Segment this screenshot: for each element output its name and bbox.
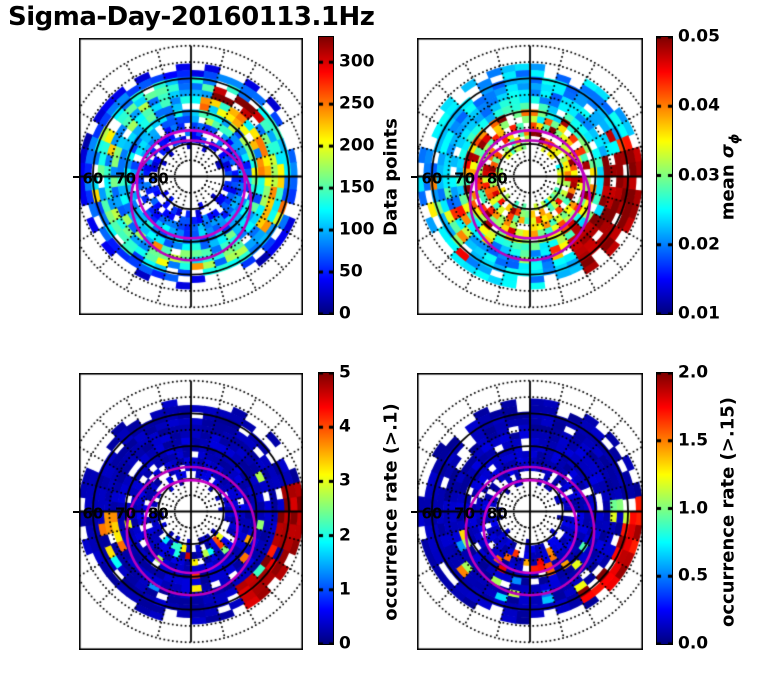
lat-ring-label: 70: [115, 169, 137, 187]
lat-ring-label: 70: [454, 504, 476, 522]
colorbar-occurrence-rate-gt-0p1: [318, 372, 334, 645]
colorbar-tick-label: 50: [339, 261, 363, 282]
colorbar-tick-label: 0.5: [678, 565, 709, 586]
colorbar-tick-label: 0.01: [678, 303, 720, 324]
colorbar-data-points: [318, 36, 334, 315]
colorbar-tick-label: 300: [339, 51, 375, 72]
colorbar-tick-label: 0: [339, 633, 351, 654]
colorbar-tick-label: 250: [339, 93, 375, 114]
axis-tick-left: [73, 175, 79, 178]
colorbar-mean-sigma-phi: [656, 36, 673, 315]
colorbar-tick-label: 0.05: [678, 26, 720, 47]
polar-plot-data-points: [79, 38, 303, 315]
lat-ring-label: 70: [115, 504, 137, 522]
axis-tick-left: [73, 510, 79, 513]
lat-ring-label: 60: [82, 504, 104, 522]
colorbar-occurrence-rate-gt-0p15: [656, 372, 673, 645]
colorbar-tick-label: 1: [339, 579, 351, 600]
polar-plot-occurrence-rate-gt-0p15: [417, 373, 643, 650]
colorbar-label-mean-sigma-phi: mean σϕ: [717, 133, 743, 220]
colorbar-tick-label: 5: [339, 362, 351, 383]
colorbar-tick-label: 4: [339, 416, 351, 437]
colorbar-tick-label: 0: [339, 303, 351, 324]
colorbar-tick-label: 2: [339, 525, 351, 546]
colorbar-label-data-points: Data points: [380, 117, 402, 236]
lat-ring-label: 60: [421, 169, 443, 187]
polar-plot-mean-sigma-phi: [417, 38, 643, 315]
axis-tick-left: [411, 175, 417, 178]
colorbar-tick-label: 150: [339, 177, 375, 198]
lat-ring-label: 60: [82, 169, 104, 187]
colorbar-tick-label: 100: [339, 219, 375, 240]
colorbar-tick-label: 1.0: [678, 498, 709, 518]
colorbar-tick-label: 0.04: [678, 95, 720, 116]
lat-ring-label: 80: [486, 504, 508, 522]
lat-ring-label: 60: [421, 504, 443, 522]
lat-ring-label: 70: [454, 169, 476, 187]
colorbar-label-occurrence-rate-gt-0p1: occurrence rate (>.1): [380, 402, 402, 621]
colorbar-label-occurrence-rate-gt-0p15: occurrence rate (>.15): [717, 396, 739, 627]
colorbar-tick-label: 2.0: [678, 362, 709, 383]
lat-ring-label: 80: [486, 169, 508, 187]
colorbar-tick-label: 0.03: [678, 165, 720, 185]
lat-ring-label: 80: [147, 169, 169, 187]
polar-plot-occurrence-rate-gt-0p1: [79, 373, 303, 650]
colorbar-tick-label: 3: [339, 470, 351, 491]
lat-ring-label: 80: [147, 504, 169, 522]
colorbar-tick-label: 1.5: [678, 430, 709, 451]
colorbar-tick-label: 0.02: [678, 234, 720, 255]
figure-title: Sigma-Day-20160113.1Hz: [8, 2, 375, 32]
axis-tick-left: [411, 510, 417, 513]
colorbar-tick-label: 0.0: [678, 633, 709, 654]
colorbar-tick-label: 200: [339, 135, 375, 156]
